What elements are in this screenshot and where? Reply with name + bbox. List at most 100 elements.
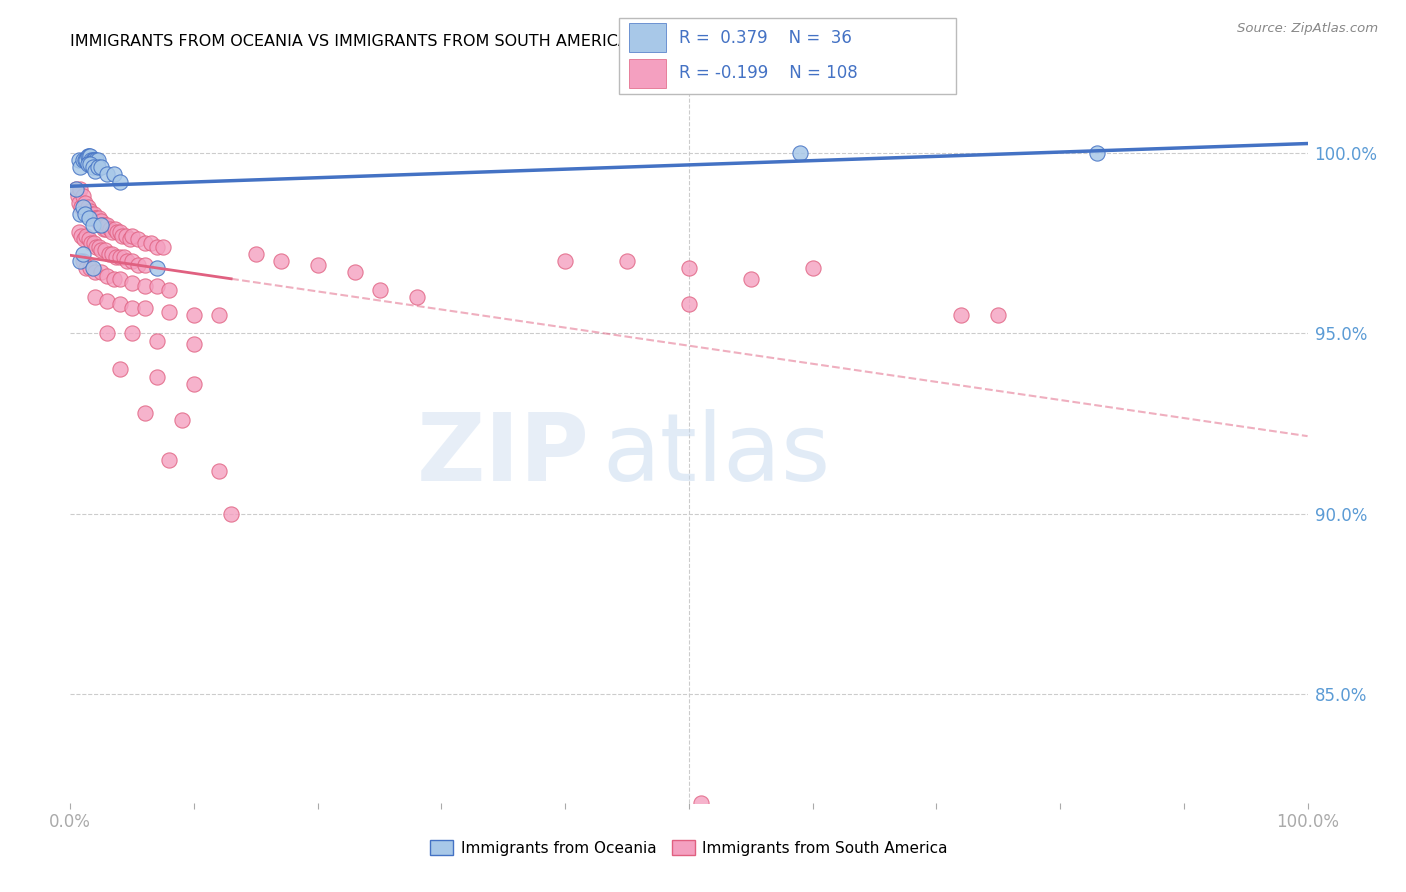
Point [127, 232, 149, 246]
Point [70, 228, 93, 243]
Point [121, 254, 143, 268]
Point [134, 235, 156, 250]
Point [75, 228, 97, 243]
Point [84, 163, 107, 178]
Point [146, 261, 169, 276]
Point [987, 308, 1010, 322]
Point [127, 258, 149, 272]
Text: atlas: atlas [602, 409, 831, 500]
Point [96, 218, 118, 232]
Point [270, 254, 292, 268]
Point [76, 149, 98, 163]
Point [66, 189, 89, 203]
Point [208, 308, 231, 322]
Point [77, 232, 100, 246]
Point [152, 239, 174, 253]
Point [90, 244, 112, 258]
Point [80, 153, 103, 167]
Point [950, 308, 973, 322]
Point [86, 214, 108, 228]
Legend: Immigrants from Oceania, Immigrants from South America: Immigrants from Oceania, Immigrants from… [425, 834, 953, 862]
Point [84, 211, 107, 225]
Text: R = -0.199    N = 108: R = -0.199 N = 108 [679, 64, 858, 82]
Point [146, 279, 169, 293]
Point [1085, 145, 1108, 160]
Point [83, 207, 105, 221]
Point [103, 168, 125, 182]
Y-axis label: 5th Grade: 5th Grade [0, 398, 7, 467]
Point [65, 182, 87, 196]
Point [121, 326, 143, 341]
Point [789, 145, 811, 160]
Point [67, 196, 90, 211]
Point [77, 149, 100, 163]
Point [96, 293, 118, 308]
FancyBboxPatch shape [628, 59, 666, 87]
Point [75, 203, 97, 218]
Point [80, 207, 103, 221]
Point [111, 228, 134, 243]
Point [105, 251, 128, 265]
Point [69, 182, 91, 196]
Point [86, 160, 108, 174]
Point [678, 297, 700, 311]
Point [75, 261, 97, 276]
Point [77, 207, 100, 221]
Point [157, 304, 180, 318]
Point [83, 153, 105, 167]
Point [157, 452, 180, 467]
Point [84, 153, 107, 167]
Point [108, 362, 131, 376]
Point [87, 211, 110, 225]
Point [86, 153, 108, 167]
Point [740, 272, 762, 286]
Point [72, 189, 94, 203]
Point [87, 239, 110, 253]
Point [84, 265, 107, 279]
Point [93, 221, 115, 235]
Point [146, 369, 169, 384]
Point [146, 334, 169, 348]
Point [70, 200, 93, 214]
Point [77, 211, 100, 225]
Point [115, 254, 138, 268]
Point [183, 308, 205, 322]
Point [208, 464, 231, 478]
Point [69, 254, 91, 268]
Point [69, 207, 91, 221]
Point [139, 235, 162, 250]
Text: ZIP: ZIP [418, 409, 591, 500]
Point [134, 279, 156, 293]
Point [405, 290, 427, 304]
Point [79, 261, 101, 276]
Point [69, 160, 91, 174]
Point [115, 228, 138, 243]
Point [80, 235, 103, 250]
FancyBboxPatch shape [628, 23, 666, 52]
Point [90, 214, 112, 228]
Point [690, 796, 713, 810]
Point [84, 211, 107, 225]
Point [170, 413, 193, 427]
Point [96, 168, 118, 182]
Point [82, 218, 104, 232]
Point [75, 153, 97, 167]
Point [94, 218, 117, 232]
Point [82, 211, 104, 225]
Point [219, 507, 242, 521]
Point [82, 261, 104, 276]
Point [118, 232, 141, 246]
Point [90, 160, 112, 174]
Point [108, 251, 131, 265]
Point [84, 239, 107, 253]
Point [146, 239, 169, 253]
Point [307, 258, 329, 272]
Point [108, 225, 131, 239]
Point [76, 200, 98, 214]
Point [72, 254, 94, 268]
Point [90, 265, 112, 279]
Point [73, 203, 96, 218]
Point [79, 149, 101, 163]
Point [368, 283, 391, 297]
Point [82, 153, 104, 167]
